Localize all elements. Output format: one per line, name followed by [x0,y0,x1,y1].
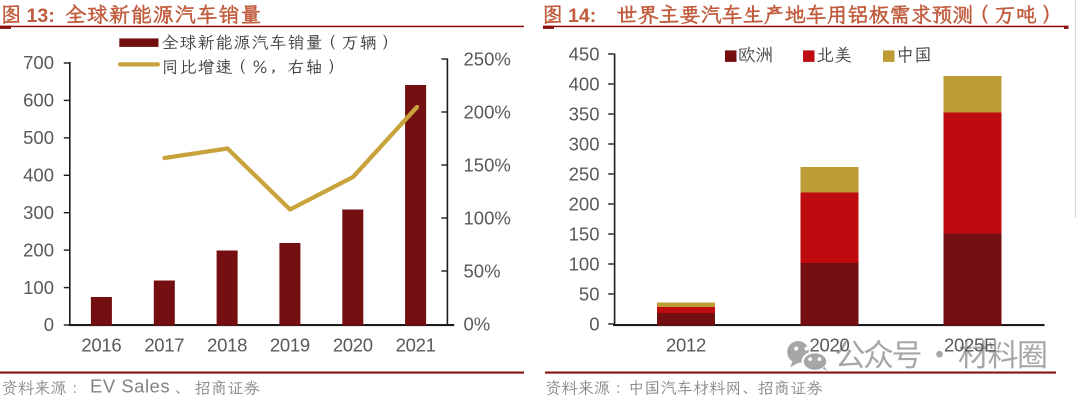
svg-text:150: 150 [569,224,600,245]
svg-text:700: 700 [23,52,54,73]
svg-text:250%: 250% [464,49,511,70]
svg-text:14:: 14: [568,5,596,27]
svg-text:2017: 2017 [144,335,184,356]
svg-text:0: 0 [44,314,54,335]
svg-text:2018: 2018 [207,335,247,356]
svg-text:2012: 2012 [666,335,706,356]
svg-text:100: 100 [569,254,600,275]
svg-text:450: 450 [569,44,600,65]
svg-text:0%: 0% [464,314,491,335]
svg-text:2019: 2019 [270,335,310,356]
svg-text:200%: 200% [464,102,511,123]
svg-text:200: 200 [23,239,54,260]
svg-text:2016: 2016 [81,335,121,356]
svg-text:600: 600 [23,90,54,111]
svg-text:100: 100 [23,277,54,298]
svg-text:300: 300 [569,134,600,155]
svg-text:13:: 13: [27,5,55,27]
svg-text:2025E: 2025E [944,335,996,356]
svg-text:400: 400 [569,74,600,95]
svg-text:50: 50 [579,284,600,305]
svg-text:500: 500 [23,127,54,148]
svg-text:EV Sales: EV Sales [90,376,170,397]
svg-text:50%: 50% [464,261,501,282]
svg-text:150%: 150% [464,155,511,176]
svg-text:100%: 100% [464,208,511,229]
svg-text:2020: 2020 [333,335,373,356]
svg-text:2021: 2021 [396,335,436,356]
svg-text:2020: 2020 [810,335,850,356]
svg-text:0: 0 [589,314,599,335]
svg-text:350: 350 [569,104,600,125]
svg-text:250: 250 [569,164,600,185]
svg-text:200: 200 [569,194,600,215]
svg-text:400: 400 [23,164,54,185]
svg-text:300: 300 [23,202,54,223]
